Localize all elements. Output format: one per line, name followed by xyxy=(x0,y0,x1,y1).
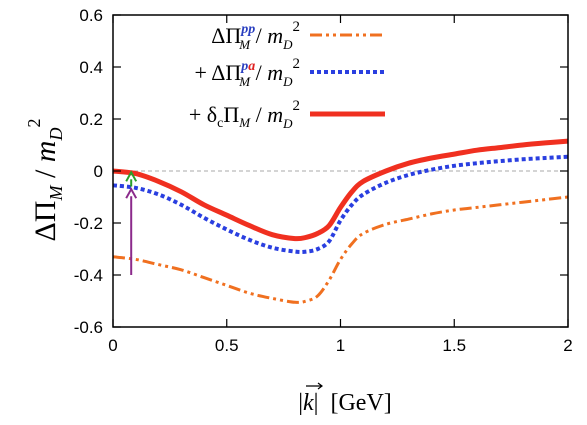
y-tick-label: -0.2 xyxy=(74,214,103,233)
legend: ΔΠpp M / mD2 + ΔΠpa M / mD2 + δcΠM / mD2 xyxy=(189,19,385,131)
annotation-layer xyxy=(125,170,138,275)
tick-layer: 0 0.5 1 1.5 2 0.6 0.4 0.2 0 -0.2 -0.4 -0.6 xyxy=(74,6,573,355)
y-tick-label: 0.2 xyxy=(79,110,103,129)
x-tick-label: 2 xyxy=(563,336,572,355)
annotation-arrowhead-0 xyxy=(125,187,138,199)
series-line-2 xyxy=(112,138,569,242)
y-tick-label: 0.6 xyxy=(79,6,103,25)
x-tick-label: 1.5 xyxy=(442,336,466,355)
x-tick-label: 0.5 xyxy=(215,336,239,355)
series-line-0 xyxy=(112,195,569,304)
y-tick-label: 0 xyxy=(94,162,103,181)
x-axis-vector-arrow xyxy=(306,382,323,390)
y-tick-label: -0.4 xyxy=(74,266,103,285)
y-axis-label: ΔΠM / mD2 xyxy=(24,119,66,242)
x-tick-label: 1 xyxy=(336,336,345,355)
y-tick-label: 0.4 xyxy=(79,58,103,77)
series-layer xyxy=(112,138,569,304)
legend-label-0: ΔΠpp M / mD2 xyxy=(211,19,300,52)
annotation-arrowhead-1 xyxy=(125,170,138,182)
y-tick-label: -0.6 xyxy=(74,318,103,337)
x-axis-label: |k| [GeV] xyxy=(298,390,392,416)
x-tick-label: 0 xyxy=(108,336,117,355)
legend-label-2: + δcΠM / mD2 xyxy=(189,98,300,131)
legend-label-1: + ΔΠpa M / mD2 xyxy=(195,56,301,89)
